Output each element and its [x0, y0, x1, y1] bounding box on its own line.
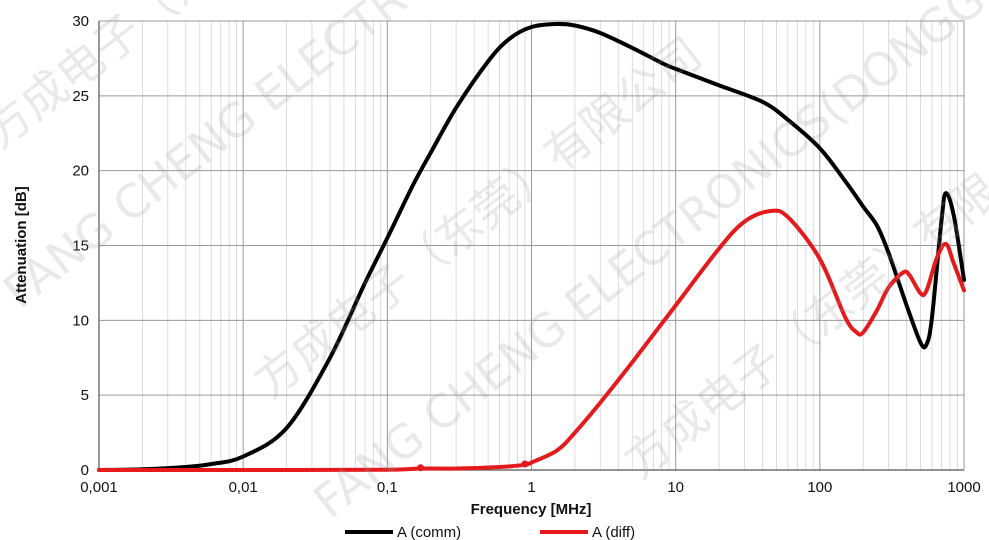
- series-line-diff: [97, 208, 966, 473]
- legend-label-comm: A (comm): [397, 524, 461, 540]
- markers-group: [417, 460, 529, 472]
- data-marker: [417, 464, 425, 472]
- y-tick-label: 25: [72, 88, 89, 105]
- x-tick-label: 0,001: [80, 479, 118, 496]
- y-tick-label: 20: [72, 163, 89, 180]
- x-tick-label: 0,1: [377, 479, 398, 496]
- series-group: [97, 21, 966, 473]
- y-tick-label: 30: [72, 13, 89, 30]
- x-tick-label: 100: [807, 479, 832, 496]
- x-tick-label: 10: [667, 479, 684, 496]
- x-tick-labels: 0,001 0,01 0,1 1 10 100 1000: [80, 479, 980, 496]
- y-axis-title: Attenuation [dB]: [13, 186, 30, 303]
- legend-label-diff: A (diff): [592, 524, 635, 540]
- y-tick-label: 5: [81, 387, 89, 404]
- series-line-comm: [97, 21, 966, 472]
- x-tick-label: 1: [527, 479, 535, 496]
- x-axis-title: Frequency [MHz]: [471, 501, 592, 518]
- y-tick-label: 10: [72, 312, 89, 329]
- y-tick-label: 0: [81, 462, 89, 479]
- y-tick-label: 15: [72, 238, 89, 255]
- data-marker: [521, 460, 529, 468]
- x-tick-label: 1000: [947, 479, 980, 496]
- y-tick-labels: 0 5 10 15 20 25 30: [72, 13, 89, 479]
- legend: A (comm) A (diff): [345, 524, 635, 540]
- x-tick-label: 0,01: [229, 479, 258, 496]
- grid-major: [98, 20, 965, 471]
